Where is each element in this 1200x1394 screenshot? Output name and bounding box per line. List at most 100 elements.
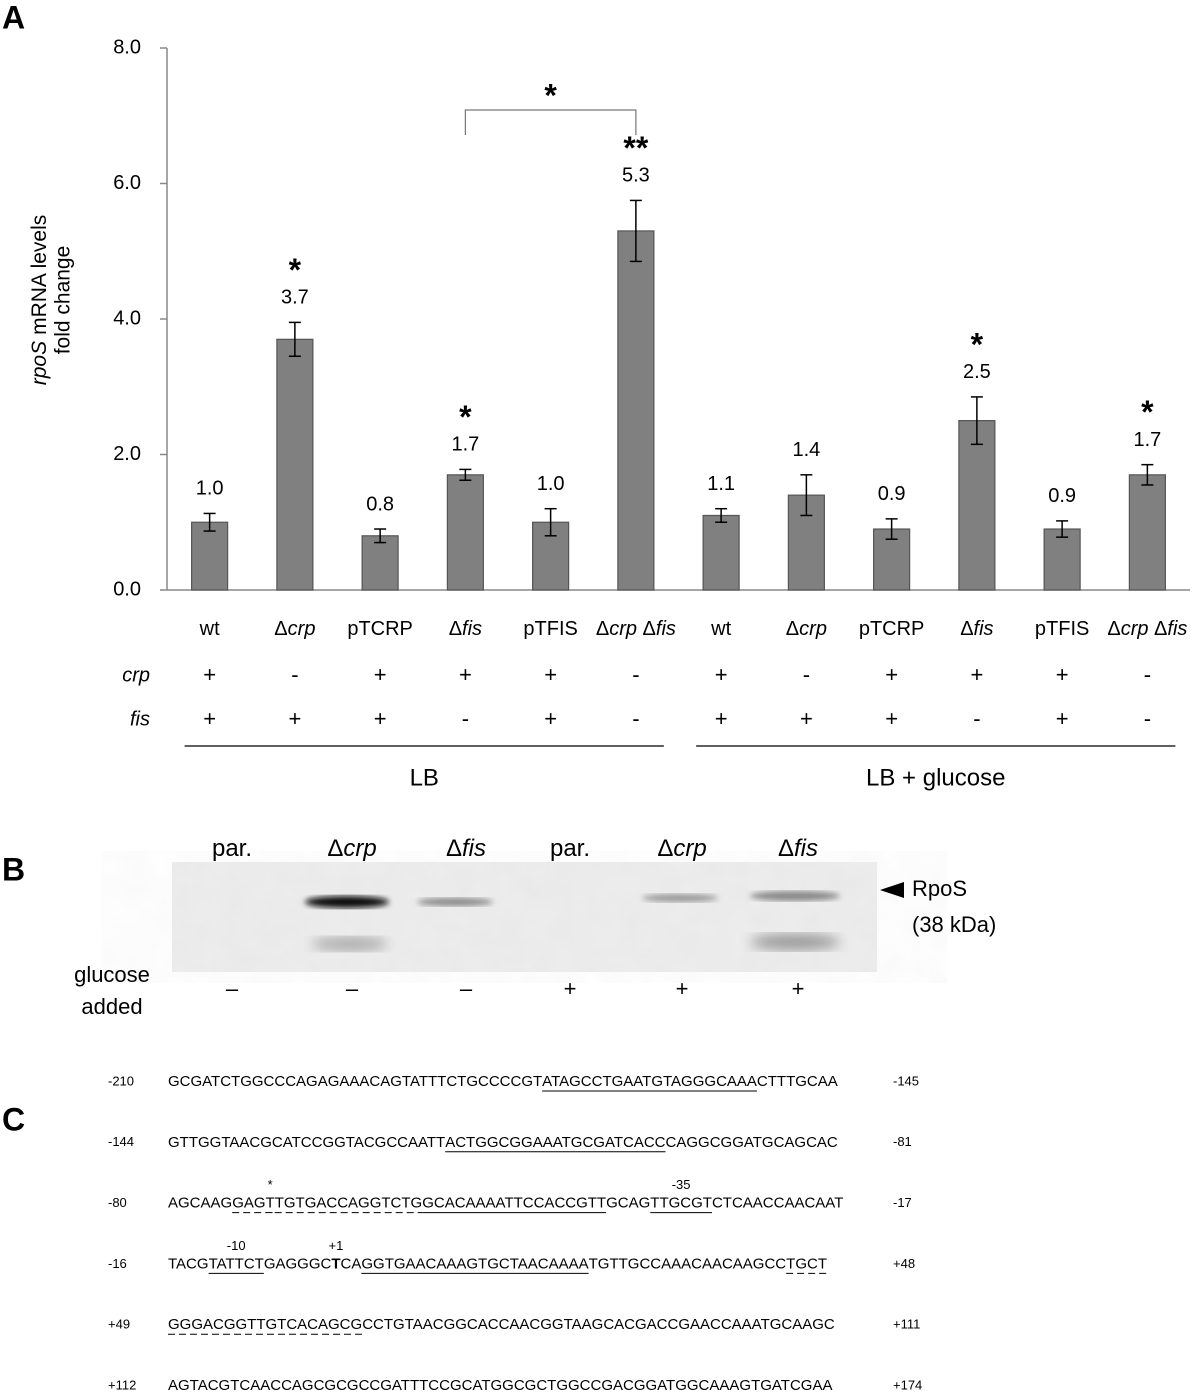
x-tick-label: Δcrp [786, 618, 827, 640]
label-text: mRNA levels [28, 215, 51, 335]
y-label-line: fold change [52, 246, 75, 355]
genotype-mark: + [715, 706, 728, 731]
y-tick-label: 2.0 [113, 443, 141, 465]
group-label: LB [410, 764, 439, 791]
value-label: 1.0 [196, 478, 224, 500]
gene-name: rpoS [28, 341, 51, 385]
error-bar [203, 512, 216, 532]
genotype-mark: - [462, 706, 469, 731]
genotype-mark: + [885, 706, 898, 731]
x-tick-label: pTFIS [523, 618, 577, 640]
sequence-segment: GAGGGC [264, 1255, 332, 1272]
error-bar [544, 507, 557, 537]
value-label: 1.0 [537, 473, 565, 495]
lane-label: Δcrp [657, 835, 706, 862]
genotype-mark: - [973, 706, 980, 731]
genotype-mark: + [203, 706, 216, 731]
x-tick-label: Δcrp Δfis [596, 618, 676, 640]
panel-label: B [2, 851, 25, 887]
bar [446, 474, 484, 591]
genotype-mark: + [800, 706, 813, 731]
lane-label: par. [550, 835, 590, 862]
value-label: 5.3 [622, 165, 650, 187]
sequence-annotation: -35 [672, 1177, 691, 1192]
band-label: RpoS [912, 876, 967, 901]
blot-texture [172, 862, 877, 972]
genotype-mark: + [970, 662, 983, 687]
sequence-segment: TGCT [786, 1255, 827, 1272]
bar [191, 521, 229, 591]
glucose-mark: + [564, 976, 577, 1001]
lane-label: Δfis [446, 835, 486, 862]
significance: * [971, 326, 984, 362]
glucose-label: added [81, 994, 142, 1019]
genotype-label: fis [130, 708, 150, 730]
genotype-mark: + [1056, 662, 1069, 687]
sequence-annotation: * [268, 1177, 273, 1192]
lane-label: Δcrp [327, 835, 376, 862]
y-tick-label: 6.0 [113, 172, 141, 194]
position-start: -16 [108, 1256, 127, 1271]
error-bar [885, 518, 898, 540]
sequence-segment: AGTACGTCAACCAGCGCGCCGATTTCCGCATGGCGCTGGC… [168, 1377, 832, 1394]
sequence-segment: ACTGGCGGAAATGCGATCACC [445, 1134, 665, 1151]
x-tick-label: pTCRP [347, 618, 413, 640]
sequence-segment: T [331, 1255, 340, 1272]
position-end: -81 [893, 1134, 912, 1149]
significance: * [1141, 394, 1154, 430]
sequence-segment: CTCAACCAACAAT [712, 1195, 843, 1212]
lane-label: par. [212, 835, 252, 862]
sequence-segment: AGCAAG [168, 1195, 232, 1212]
significance: * [289, 252, 302, 288]
position-start: -80 [108, 1195, 127, 1210]
position-end: +111 [893, 1317, 920, 1332]
bar [1128, 474, 1166, 591]
genotype-mark: + [885, 662, 898, 687]
value-label: 0.9 [878, 483, 906, 505]
position-end: -145 [893, 1073, 919, 1088]
genotype-label: crp [122, 664, 150, 686]
genotype-mark: + [288, 706, 301, 731]
x-tick-label: pTFIS [1035, 618, 1089, 640]
genotype-mark: + [459, 662, 472, 687]
group-label: LB + glucose [866, 764, 1005, 791]
panel-label: A [2, 0, 25, 35]
y-tick-label: 4.0 [113, 307, 141, 329]
sequence-segment: CCTGTAACGGCACCAACGGTAAGCACGACCGAACCAAATG… [362, 1316, 835, 1333]
genotype-mark: - [291, 662, 298, 687]
band-arrow [880, 882, 904, 898]
position-start: +49 [108, 1317, 130, 1332]
genotype-mark: + [1056, 706, 1069, 731]
significance: * [459, 399, 472, 435]
genotype-mark: - [1144, 706, 1151, 731]
error-bar [1056, 520, 1069, 538]
value-label: 1.1 [707, 473, 735, 495]
glucose-mark: – [460, 976, 473, 1001]
sequence-segment: TACG [168, 1255, 209, 1272]
value-label: 0.8 [366, 493, 394, 515]
genotype-mark: - [803, 662, 810, 687]
error-bar [715, 507, 728, 523]
genotype-mark: + [374, 706, 387, 731]
y-tick-label: 8.0 [113, 36, 141, 58]
genotype-mark: + [544, 706, 557, 731]
bar [617, 230, 655, 591]
sequence-segment: GGTGAACAAAGTGCTAACAAAA [361, 1255, 588, 1272]
genotype-mark: + [544, 662, 557, 687]
sequence-segment: TATTCT [209, 1255, 264, 1272]
bar [958, 420, 996, 591]
y-tick-label: 0.0 [113, 578, 141, 600]
glucose-label: glucose [74, 962, 150, 987]
position-start: -144 [108, 1134, 134, 1149]
bar [1043, 528, 1081, 591]
error-bar [970, 396, 983, 446]
genotype-mark: + [203, 662, 216, 687]
blot-bands [305, 891, 840, 951]
value-label: 1.4 [792, 439, 820, 461]
value-label: 3.7 [281, 287, 309, 309]
panel-label: C [2, 1101, 25, 1137]
bracket-label: * [544, 77, 557, 113]
error-bar [629, 199, 642, 263]
